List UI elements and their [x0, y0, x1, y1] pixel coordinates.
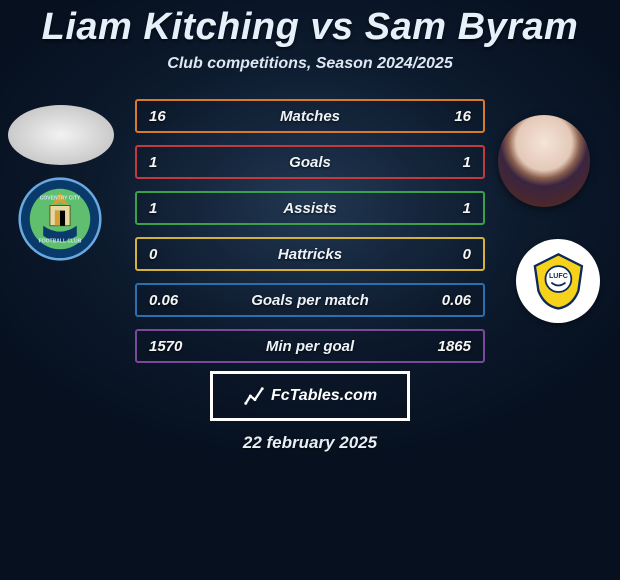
- stat-row: 1Goals1: [135, 145, 485, 179]
- svg-text:COVENTRY CITY: COVENTRY CITY: [40, 196, 81, 202]
- branding-text: FcTables.com: [271, 387, 377, 405]
- player-left-club-badge: COVENTRY CITY FOOTBALL CLUB: [18, 177, 102, 261]
- stat-value-left: 16: [149, 108, 193, 125]
- svg-text:FOOTBALL CLUB: FOOTBALL CLUB: [39, 239, 82, 245]
- comparison-card: Liam Kitching vs Sam Byram Club competit…: [0, 0, 620, 580]
- stat-value-right: 1: [427, 154, 471, 171]
- player-right-club-badge: LUFC: [516, 239, 600, 323]
- date-line: 22 february 2025: [0, 433, 620, 453]
- stat-value-left: 1570: [149, 338, 193, 355]
- stat-row: 0Hattricks0: [135, 237, 485, 271]
- stat-value-left: 1: [149, 200, 193, 217]
- stat-row: 1570Min per goal1865: [135, 329, 485, 363]
- stat-value-right: 0.06: [427, 292, 471, 309]
- stat-row: 1Assists1: [135, 191, 485, 225]
- stat-rows: 16Matches16 1Goals1 1Assists1 0Hattricks0 0.…: [135, 99, 485, 363]
- svg-text:LUFC: LUFC: [549, 272, 568, 279]
- stat-value-right: 0: [427, 246, 471, 263]
- stat-value-right: 16: [427, 108, 471, 125]
- stat-value-left: 0: [149, 246, 193, 263]
- player-right-avatar: [498, 115, 590, 207]
- main-area: COVENTRY CITY FOOTBALL CLUB LUFC 16Match…: [0, 99, 620, 359]
- stat-value-left: 0.06: [149, 292, 193, 309]
- page-title: Liam Kitching vs Sam Byram: [0, 0, 620, 49]
- player-left-avatar: [8, 105, 114, 165]
- stat-value-right: 1: [427, 200, 471, 217]
- stat-value-right: 1865: [427, 338, 471, 355]
- subtitle: Club competitions, Season 2024/2025: [0, 55, 620, 73]
- stat-row: 0.06Goals per match0.06: [135, 283, 485, 317]
- branding-badge[interactable]: FcTables.com: [210, 371, 410, 421]
- stat-row: 16Matches16: [135, 99, 485, 133]
- chart-icon: [243, 385, 265, 407]
- stat-value-left: 1: [149, 154, 193, 171]
